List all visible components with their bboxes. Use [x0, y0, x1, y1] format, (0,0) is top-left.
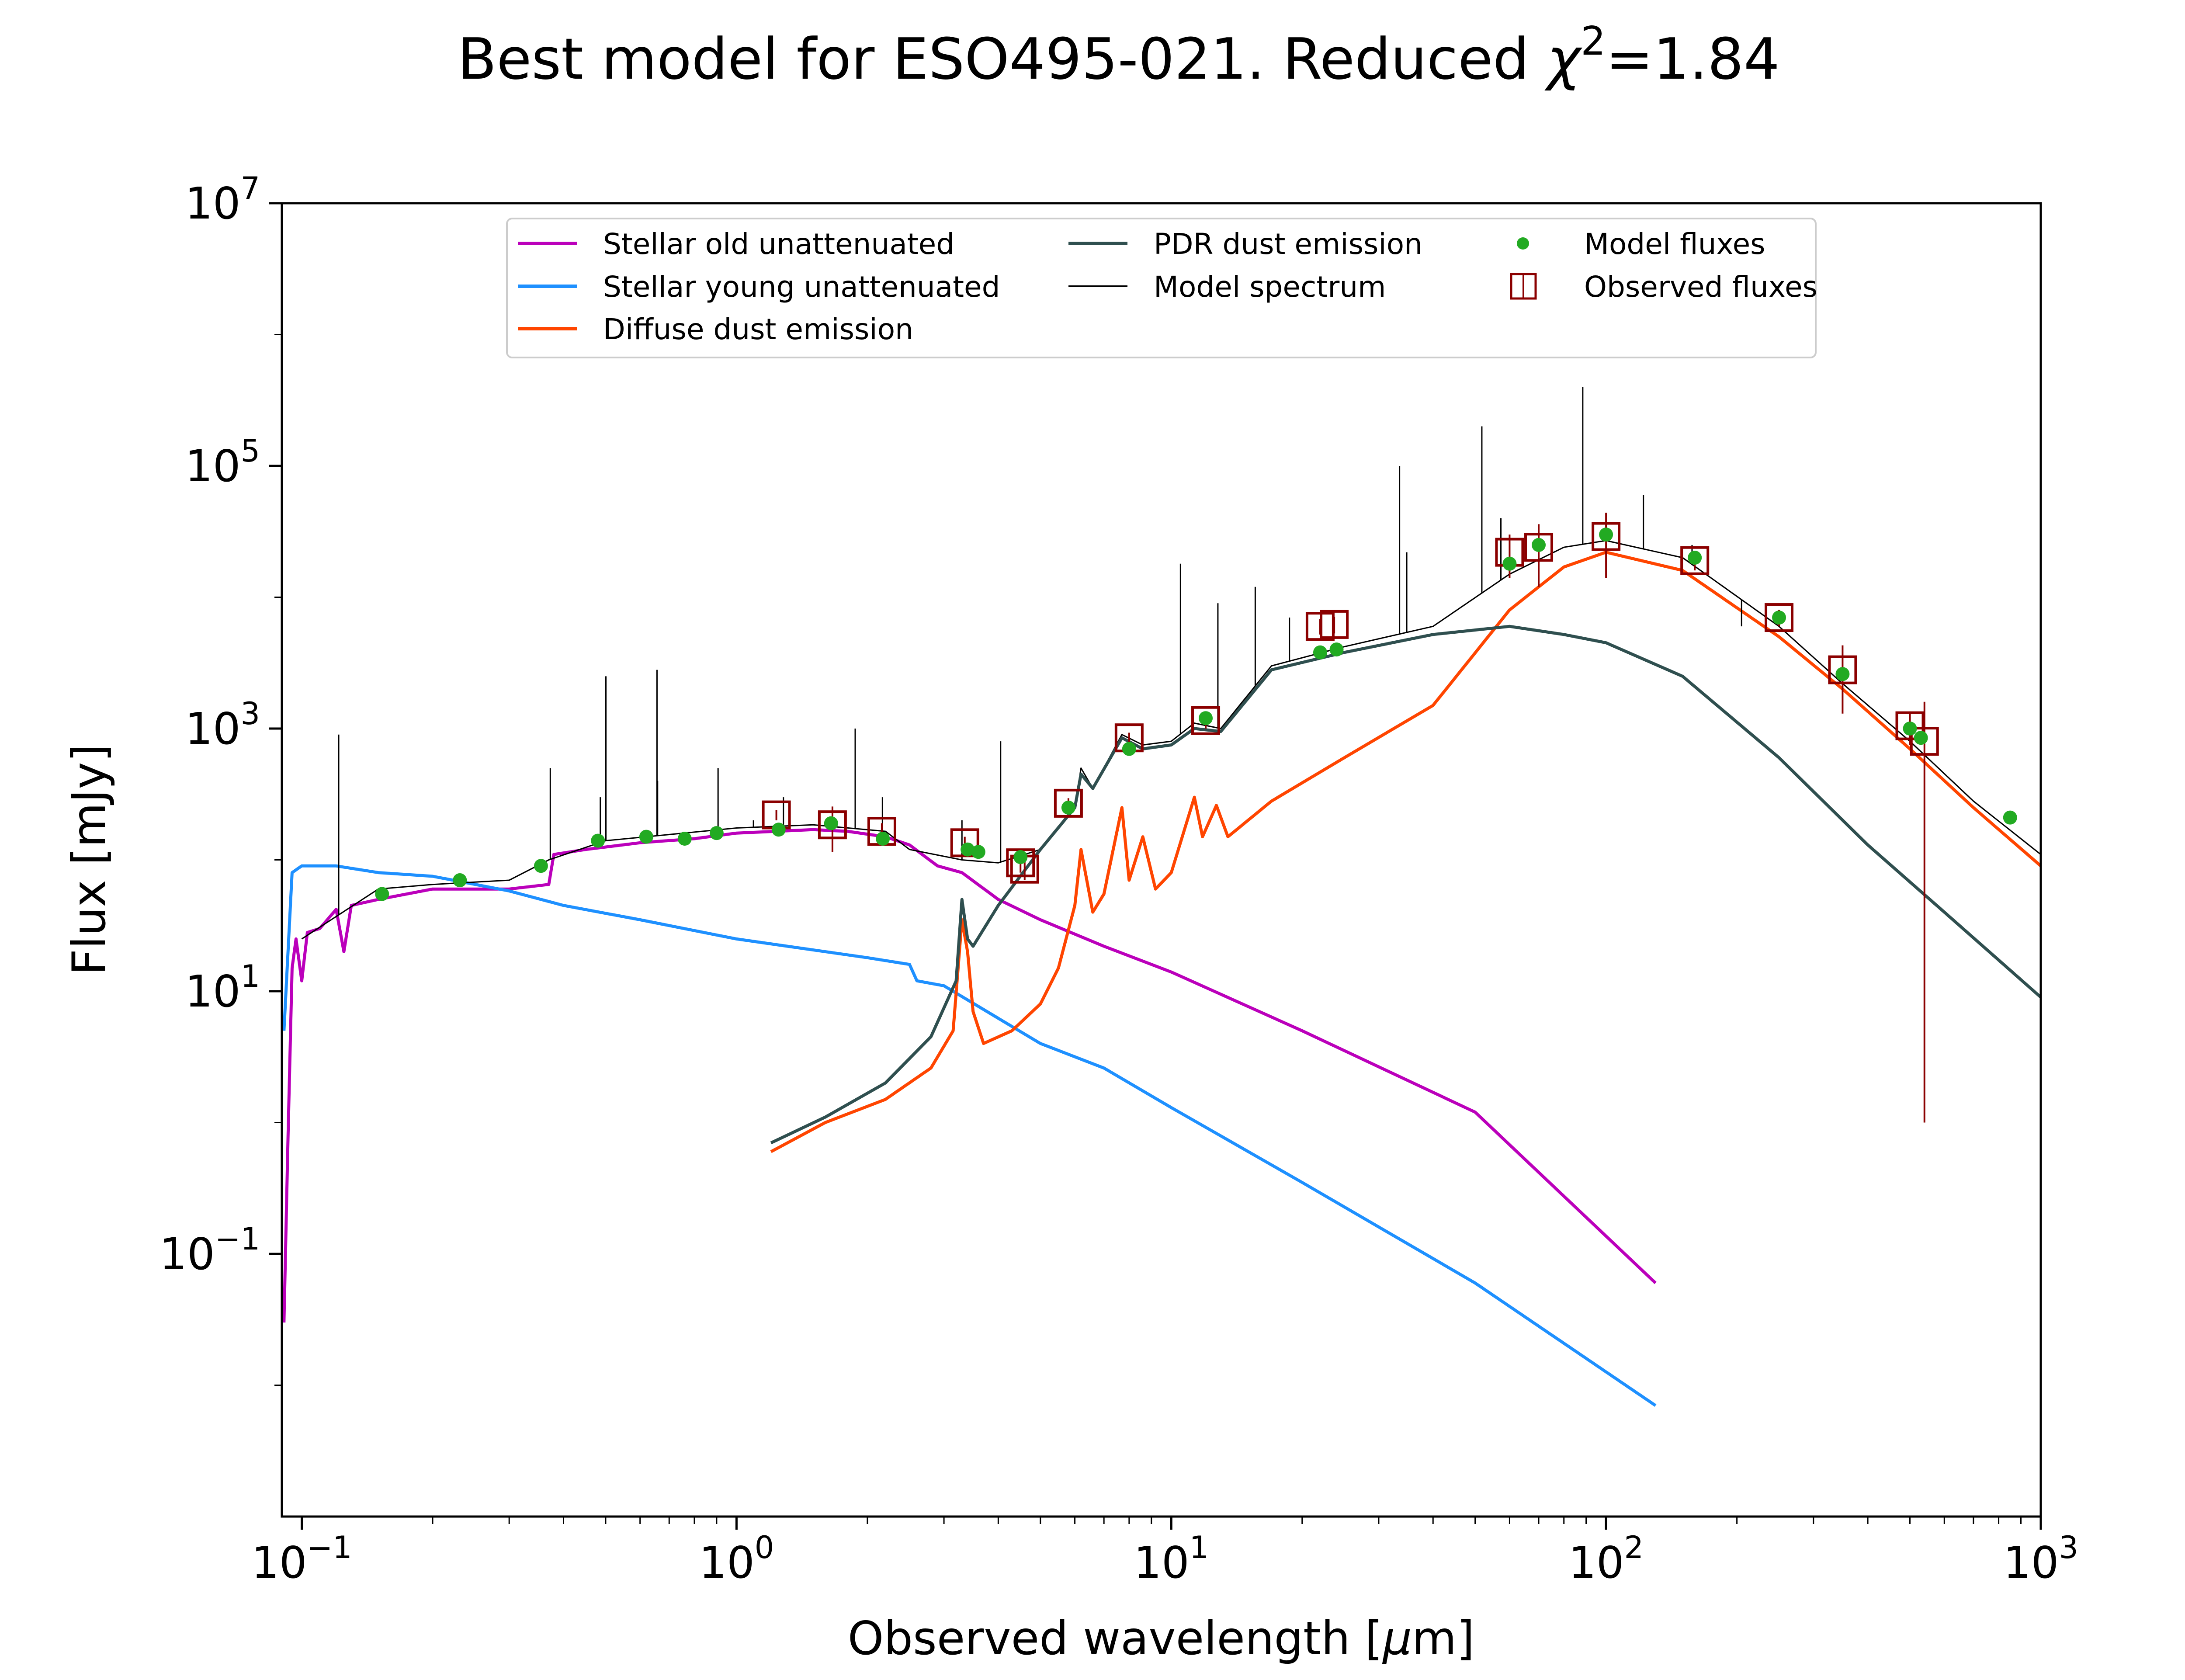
- observed-flux-point: [1054, 788, 1083, 818]
- model-flux-point: [961, 842, 975, 857]
- ticks-layer: 10−1 100 101 102 103 10−1 101 103 105 107: [160, 170, 2078, 1588]
- observed-flux-point: [1895, 711, 1925, 740]
- y-axis-label: Flux [mJy]: [62, 744, 116, 975]
- plot-area: 10−1 100 101 102 103 10−1 101 103 105 107: [160, 170, 2078, 1588]
- legend-label: Observed fluxes: [1584, 270, 1817, 304]
- y-tick-label: 107: [185, 170, 260, 229]
- model-flux-point: [1599, 528, 1613, 542]
- observed-flux-point: [1680, 546, 1710, 575]
- observed-flux-point: [1524, 533, 1554, 562]
- legend: Stellar old unattenuated Stellar young un…: [506, 218, 1817, 358]
- observed-flux-point: [818, 810, 847, 840]
- model-flux-point: [876, 832, 890, 846]
- model-flux-point: [1122, 742, 1136, 756]
- x-tick-label: 100: [699, 1530, 774, 1588]
- series-stellar-young-unattenuated: [282, 864, 1657, 1407]
- observed-flux-point: [1910, 727, 1939, 756]
- model-flux-point: [534, 859, 548, 873]
- model-flux-point: [1061, 800, 1075, 815]
- model-flux-point: [639, 830, 653, 844]
- series-layer: [282, 387, 2041, 1407]
- x-tick-label: 10−1: [251, 1530, 352, 1588]
- model-flux-point: [375, 887, 389, 901]
- model-flux-point: [709, 826, 724, 840]
- model-flux-point: [824, 816, 838, 830]
- legend-label: Stellar old unattenuated: [603, 227, 954, 261]
- legend-label: Model spectrum: [1154, 270, 1386, 304]
- x-tick-label: 102: [1568, 1530, 1644, 1588]
- y-tick-label: 101: [185, 958, 260, 1017]
- model-flux-point: [1688, 551, 1702, 565]
- model-flux-point: [591, 833, 605, 848]
- legend-label: Diffuse dust emission: [603, 312, 913, 346]
- model-flux-point: [1013, 850, 1028, 864]
- legend-swatch: [1517, 237, 1529, 250]
- model-flux-point: [1835, 667, 1850, 681]
- observed-flux-point: [1006, 848, 1035, 878]
- model-flux-point: [771, 823, 786, 837]
- legend-label: Model fluxes: [1584, 227, 1765, 261]
- legend-label: PDR dust emission: [1154, 227, 1422, 261]
- chart-title: Best model for ESO495-021. Reduced χ2=1.…: [458, 18, 1779, 92]
- observed-flux-point: [1191, 706, 1221, 735]
- model-flux-point: [1903, 722, 1917, 736]
- y-tick-label: 10−1: [160, 1221, 260, 1280]
- observed-flux-point: [1828, 655, 1857, 684]
- x-tick-label: 101: [1134, 1530, 1209, 1588]
- model-flux-point: [1313, 645, 1327, 660]
- model-flux-point: [1329, 642, 1344, 657]
- legend-label: Stellar young unattenuated: [603, 270, 1000, 304]
- y-tick-label: 103: [185, 696, 260, 754]
- model-flux-point: [2003, 810, 2017, 825]
- observed-flux-point: [1592, 522, 1621, 551]
- model-flux-point: [1502, 556, 1517, 571]
- legend-box: [506, 218, 1817, 358]
- model-flux-point: [1199, 711, 1213, 725]
- series-stellar-old-unattenuated: [282, 828, 1657, 1323]
- observed-flux-point: [1320, 610, 1349, 639]
- model-flux-point: [1914, 731, 1928, 745]
- observed-flux-point: [1765, 603, 1794, 632]
- y-tick-label: 105: [185, 433, 260, 492]
- x-tick-label: 103: [2003, 1530, 2078, 1588]
- model-flux-point: [971, 845, 985, 859]
- model-flux-point: [1772, 611, 1786, 625]
- model-flux-point: [453, 873, 467, 888]
- model-flux-point: [677, 832, 692, 846]
- x-axis-label: Observed wavelength [μm]: [848, 1612, 1475, 1665]
- model-flux-point: [1532, 538, 1546, 552]
